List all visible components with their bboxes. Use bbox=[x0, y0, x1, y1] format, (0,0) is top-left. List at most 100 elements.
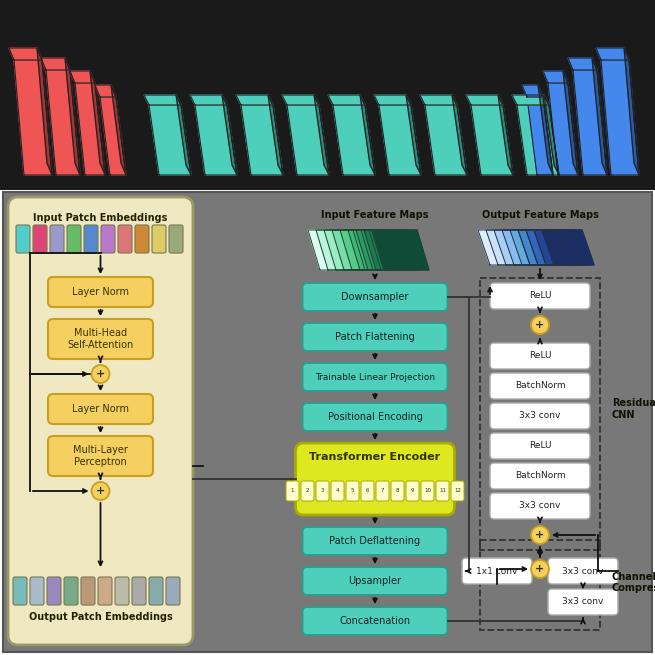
FancyBboxPatch shape bbox=[462, 558, 532, 584]
Polygon shape bbox=[502, 230, 554, 265]
FancyBboxPatch shape bbox=[406, 481, 419, 501]
FancyBboxPatch shape bbox=[361, 481, 374, 501]
FancyBboxPatch shape bbox=[118, 225, 132, 253]
Polygon shape bbox=[65, 58, 80, 175]
Polygon shape bbox=[596, 48, 629, 60]
Text: Channel
Compression: Channel Compression bbox=[612, 572, 655, 593]
FancyBboxPatch shape bbox=[303, 403, 447, 431]
Polygon shape bbox=[372, 230, 429, 270]
Text: 6: 6 bbox=[365, 489, 369, 493]
FancyBboxPatch shape bbox=[98, 577, 112, 605]
Polygon shape bbox=[324, 230, 381, 270]
FancyBboxPatch shape bbox=[47, 577, 61, 605]
FancyBboxPatch shape bbox=[490, 433, 590, 459]
Text: Patch Deflattening: Patch Deflattening bbox=[329, 536, 421, 546]
Text: 5: 5 bbox=[350, 489, 354, 493]
Polygon shape bbox=[328, 95, 365, 105]
Polygon shape bbox=[282, 95, 319, 105]
Text: Input Patch Embeddings: Input Patch Embeddings bbox=[33, 213, 168, 223]
Polygon shape bbox=[543, 71, 568, 83]
Polygon shape bbox=[563, 71, 578, 175]
Polygon shape bbox=[512, 95, 549, 105]
Circle shape bbox=[92, 482, 109, 500]
Polygon shape bbox=[222, 95, 237, 175]
FancyBboxPatch shape bbox=[451, 481, 464, 501]
FancyBboxPatch shape bbox=[149, 577, 163, 605]
FancyBboxPatch shape bbox=[81, 577, 95, 605]
Polygon shape bbox=[510, 230, 562, 265]
Polygon shape bbox=[601, 60, 639, 175]
Polygon shape bbox=[526, 230, 578, 265]
Polygon shape bbox=[75, 83, 105, 175]
Polygon shape bbox=[568, 58, 597, 70]
Polygon shape bbox=[316, 230, 373, 270]
Polygon shape bbox=[425, 105, 467, 175]
Text: Output Feature Maps: Output Feature Maps bbox=[481, 210, 599, 220]
Polygon shape bbox=[340, 230, 397, 270]
Text: Positional Encoding: Positional Encoding bbox=[328, 412, 422, 422]
Polygon shape bbox=[466, 95, 503, 105]
Text: 7: 7 bbox=[381, 489, 384, 493]
FancyBboxPatch shape bbox=[391, 481, 404, 501]
Polygon shape bbox=[46, 70, 80, 175]
Circle shape bbox=[531, 560, 549, 578]
Polygon shape bbox=[522, 85, 543, 97]
Text: 2: 2 bbox=[306, 489, 309, 493]
Polygon shape bbox=[542, 230, 594, 265]
Polygon shape bbox=[548, 83, 578, 175]
FancyBboxPatch shape bbox=[48, 394, 153, 424]
Polygon shape bbox=[406, 95, 421, 175]
Polygon shape bbox=[544, 95, 559, 175]
Polygon shape bbox=[374, 95, 411, 105]
FancyBboxPatch shape bbox=[303, 527, 447, 555]
Polygon shape bbox=[314, 95, 329, 175]
Polygon shape bbox=[287, 105, 329, 175]
Polygon shape bbox=[149, 105, 191, 175]
Bar bbox=[3, 192, 652, 652]
Bar bbox=[0, 0, 655, 190]
Polygon shape bbox=[195, 105, 237, 175]
FancyBboxPatch shape bbox=[303, 363, 447, 391]
FancyBboxPatch shape bbox=[346, 481, 359, 501]
FancyBboxPatch shape bbox=[548, 558, 618, 584]
FancyBboxPatch shape bbox=[84, 225, 98, 253]
FancyBboxPatch shape bbox=[490, 283, 590, 309]
Text: Multi-Layer
Perceptron: Multi-Layer Perceptron bbox=[73, 445, 128, 467]
FancyBboxPatch shape bbox=[303, 607, 447, 635]
FancyBboxPatch shape bbox=[13, 577, 27, 605]
Polygon shape bbox=[348, 230, 405, 270]
Polygon shape bbox=[176, 95, 191, 175]
Text: Upsampler: Upsampler bbox=[348, 576, 402, 586]
FancyBboxPatch shape bbox=[64, 577, 78, 605]
Polygon shape bbox=[37, 48, 52, 175]
Text: Transformer Encoder: Transformer Encoder bbox=[309, 452, 441, 462]
Polygon shape bbox=[517, 105, 559, 175]
Polygon shape bbox=[190, 95, 227, 105]
Text: Layer Norm: Layer Norm bbox=[72, 287, 129, 297]
Polygon shape bbox=[308, 230, 365, 270]
Text: Input Feature Maps: Input Feature Maps bbox=[321, 210, 429, 220]
FancyBboxPatch shape bbox=[331, 481, 344, 501]
Circle shape bbox=[531, 316, 549, 334]
Polygon shape bbox=[95, 85, 116, 97]
FancyBboxPatch shape bbox=[303, 283, 447, 311]
Text: +: + bbox=[535, 564, 544, 574]
FancyBboxPatch shape bbox=[303, 323, 447, 351]
FancyBboxPatch shape bbox=[8, 197, 193, 645]
Polygon shape bbox=[478, 230, 530, 265]
Polygon shape bbox=[268, 95, 283, 175]
Text: Multi-Head
Self-Attention: Multi-Head Self-Attention bbox=[67, 328, 134, 350]
FancyBboxPatch shape bbox=[67, 225, 81, 253]
FancyBboxPatch shape bbox=[490, 403, 590, 429]
Text: 1: 1 bbox=[291, 489, 294, 493]
FancyBboxPatch shape bbox=[101, 225, 115, 253]
Polygon shape bbox=[100, 97, 126, 175]
Polygon shape bbox=[144, 95, 181, 105]
Text: 3x3 conv: 3x3 conv bbox=[562, 567, 604, 576]
Polygon shape bbox=[90, 71, 105, 175]
FancyBboxPatch shape bbox=[376, 481, 389, 501]
FancyBboxPatch shape bbox=[295, 443, 455, 515]
FancyBboxPatch shape bbox=[490, 343, 590, 369]
Polygon shape bbox=[486, 230, 538, 265]
Text: 4: 4 bbox=[336, 489, 339, 493]
